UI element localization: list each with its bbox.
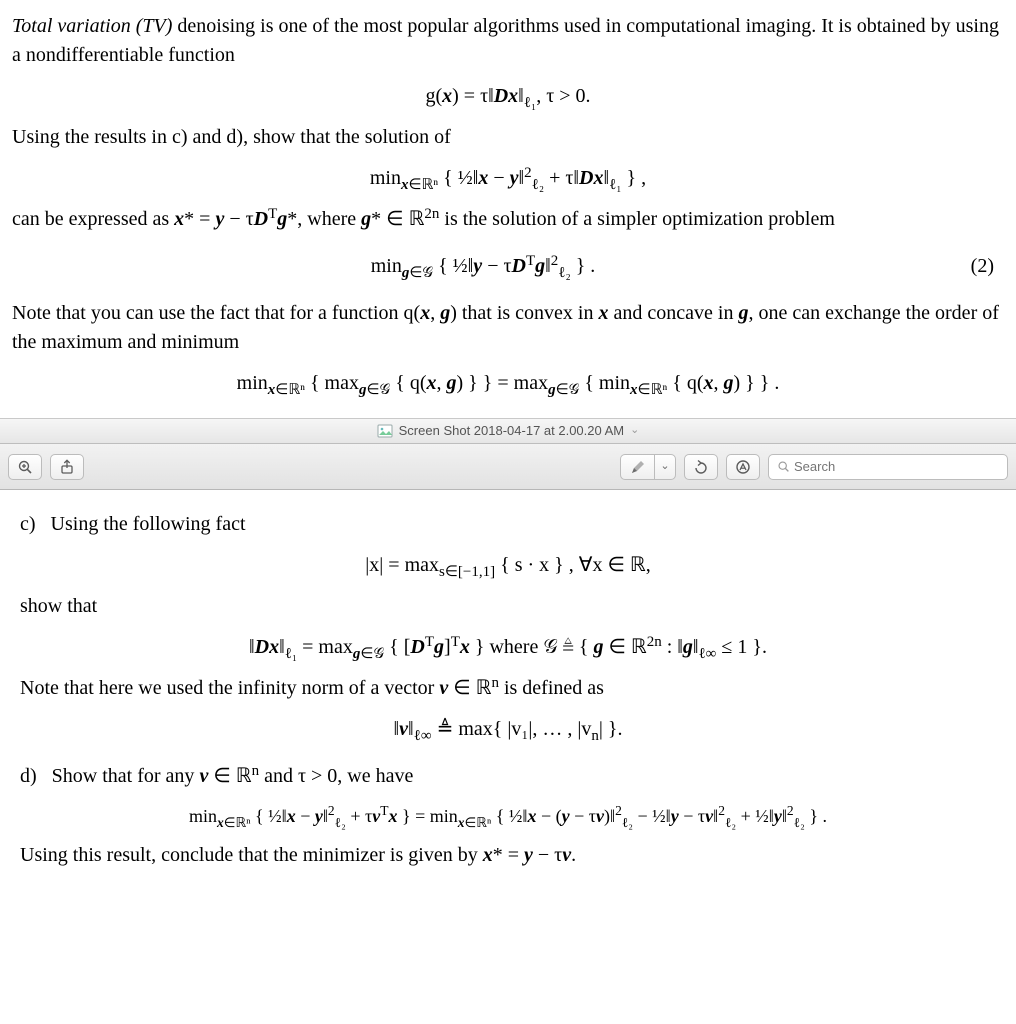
rotate-icon: [692, 459, 710, 475]
line-using: Using the results in c) and d), show tha…: [12, 123, 1004, 152]
chevron-down-icon: ⌄: [660, 459, 669, 475]
equation-g: g(x) = τ‖Dx‖ℓ₁, τ > 0.: [12, 82, 1004, 111]
equation-minmax: minx∈ℝⁿ { maxg∈𝒢 { q(x, g) } } = maxg∈𝒢 …: [12, 369, 1004, 398]
lower-document-pane: c) Using the following fact |x| = maxs∈[…: [0, 490, 1016, 892]
part-d-intro: Show that for any v ∈ ℝn and τ > 0, we h…: [52, 765, 414, 787]
marker-circle-icon: [735, 459, 751, 475]
zoom-icon: [17, 459, 33, 475]
equation-dual: ming∈𝒢 { ½‖y − τDTg‖2ℓ₂ } .: [12, 252, 954, 281]
title-dropdown-chevron-icon[interactable]: ⌄: [630, 423, 639, 439]
window-titlebar: Screen Shot 2018-04-17 at 2.00.20 AM ⌄: [0, 418, 1016, 444]
share-icon: [59, 459, 75, 475]
search-box[interactable]: [768, 454, 1008, 480]
markup-segment: ⌄: [620, 454, 676, 480]
part-c-show: show that: [20, 592, 996, 621]
line-express: can be expressed as x* = y − τDTg*, wher…: [12, 205, 1004, 234]
zoom-tool-button[interactable]: [8, 454, 42, 480]
equation-abs: |x| = maxs∈[−1,1] { s · x } , ∀x ∈ ℝ,: [20, 551, 996, 580]
equation-Dx-l1: ‖Dx‖ℓ₁ = maxg∈𝒢 { [DTg]Tx } where 𝒢 ≜ { …: [20, 633, 996, 662]
pencil-icon: [630, 459, 646, 475]
part-c-label: c): [20, 513, 36, 535]
equation-tv-min: minx∈ℝⁿ { ½‖x − y‖2ℓ₂ + τ‖Dx‖ℓ₁ } ,: [12, 164, 1004, 193]
intro-paragraph: Total variation (TV) denoising is one of…: [12, 12, 1004, 70]
upper-document-pane: Total variation (TV) denoising is one of…: [0, 0, 1016, 418]
image-file-icon: [377, 423, 393, 439]
rotate-button[interactable]: [684, 454, 718, 480]
part-d-label: d): [20, 765, 37, 787]
part-d-line: d) Show that for any v ∈ ℝn and τ > 0, w…: [20, 762, 996, 791]
markup-menu-button[interactable]: ⌄: [654, 454, 676, 480]
part-d-conclude: Using this result, conclude that the min…: [20, 841, 996, 870]
annotate-button[interactable]: [726, 454, 760, 480]
line-note: Note that you can use the fact that for …: [12, 299, 1004, 357]
share-button[interactable]: [50, 454, 84, 480]
search-icon: [777, 460, 790, 473]
search-input[interactable]: [794, 459, 999, 474]
equation-d-identity: minx∈ℝⁿ { ½‖x − y‖2ℓ₂ + τvTx } = minx∈ℝⁿ…: [20, 803, 996, 829]
equation-linf: ‖v‖ℓ∞ ≜ max{ |v₁|, … , |vn| }.: [20, 715, 996, 744]
part-c-intro: Using the following fact: [51, 513, 246, 535]
window-title: Screen Shot 2018-04-17 at 2.00.20 AM: [399, 422, 625, 441]
equation-dual-row: ming∈𝒢 { ½‖y − τDTg‖2ℓ₂ } . (2): [12, 240, 1004, 293]
zoom-segment: [8, 454, 42, 480]
toolbar: ⌄: [0, 444, 1016, 490]
equation-number-2: (2): [954, 252, 1004, 281]
markup-button[interactable]: [620, 454, 654, 480]
part-c-line: c) Using the following fact: [20, 510, 996, 539]
part-c-note: Note that here we used the infinity norm…: [20, 674, 996, 703]
